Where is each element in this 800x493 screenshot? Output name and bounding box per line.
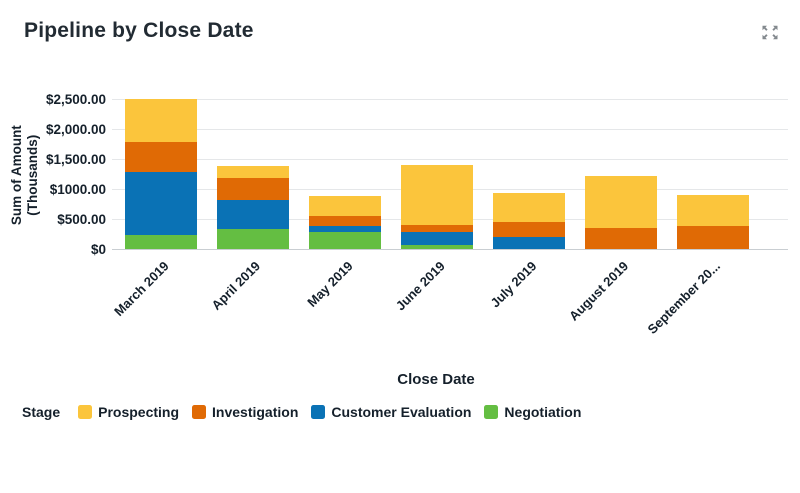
y-tick-label: $500.00 <box>57 212 106 227</box>
bar-segment-prospecting[interactable] <box>400 165 473 226</box>
legend-swatch-prospecting <box>78 405 93 419</box>
bar-segment-prospecting[interactable] <box>676 195 749 226</box>
page-title: Pipeline by Close Date <box>24 19 254 42</box>
bar-segment-customer-evaluation[interactable] <box>124 172 197 235</box>
legend-item-label: Prospecting <box>98 404 180 420</box>
bar-segment-customer-evaluation[interactable] <box>400 232 473 245</box>
bar-july-2019 <box>492 193 565 249</box>
legend-item-label: Negotiation <box>504 404 582 420</box>
bar-segment-prospecting[interactable] <box>308 196 381 217</box>
bar-march-2019 <box>124 99 197 249</box>
bar-segment-negotiation[interactable] <box>308 231 381 249</box>
x-tick-label: April 2019 <box>208 258 264 313</box>
bar-segment-customer-evaluation[interactable] <box>492 237 565 249</box>
bar-segment-negotiation[interactable] <box>400 244 473 249</box>
x-tick-label: March 2019 <box>110 258 172 320</box>
bar-september-20 <box>676 195 749 249</box>
legend-item-customer-evaluation[interactable]: Customer Evaluation <box>311 404 471 420</box>
legend-item-label: Investigation <box>212 404 299 420</box>
bar-segment-investigation[interactable] <box>676 225 749 249</box>
bar-segment-customer-evaluation[interactable] <box>308 225 381 232</box>
x-tick-label: August 2019 <box>566 258 632 324</box>
legend-item-negotiation[interactable]: Negotiation <box>484 404 581 420</box>
bar-april-2019 <box>216 166 289 249</box>
bar-segment-investigation[interactable] <box>584 227 657 249</box>
bar-segment-investigation[interactable] <box>308 216 381 226</box>
legend-swatch-investigation <box>192 405 207 419</box>
y-tick-label: $1,500.00 <box>45 152 106 167</box>
expand-button[interactable] <box>761 24 779 41</box>
gridline <box>112 159 788 160</box>
legend-title: Stage <box>22 404 61 420</box>
bar-segment-investigation[interactable] <box>124 142 197 173</box>
legend-items: Prospecting Investigation Customer Evaluat… <box>78 404 581 420</box>
x-axis-title: Close Date <box>397 371 475 388</box>
x-tick-label: May 2019 <box>303 258 356 310</box>
bar-segment-investigation[interactable] <box>492 221 565 238</box>
legend-item-label: Customer Evaluation <box>331 404 472 420</box>
legend-swatch-negotiation <box>484 405 499 419</box>
gridline <box>112 99 788 100</box>
bar-segment-investigation[interactable] <box>216 178 289 200</box>
bar-segment-negotiation[interactable] <box>216 229 289 249</box>
legend-swatch-customer-evaluation <box>311 405 326 419</box>
y-tick-label: $2,000.00 <box>45 122 106 137</box>
x-tick-label: September 20... <box>644 258 724 337</box>
x-axis-line <box>112 249 788 250</box>
gridline <box>112 129 788 130</box>
y-tick-label: $0 <box>90 242 106 257</box>
expand-icon <box>762 25 778 40</box>
plot-area <box>112 99 788 250</box>
bar-segment-customer-evaluation[interactable] <box>216 199 289 230</box>
x-axis-labels: March 2019 April 2019 May 2019 June 2019 Jul… <box>110 252 788 362</box>
bar-segment-prospecting[interactable] <box>584 176 657 228</box>
bar-segment-prospecting[interactable] <box>492 193 565 222</box>
bar-segment-prospecting[interactable] <box>216 166 289 179</box>
bar-segment-negotiation[interactable] <box>124 234 197 249</box>
bar-august-2019 <box>584 176 657 249</box>
bar-june-2019 <box>400 165 473 249</box>
bar-segment-investigation[interactable] <box>400 225 473 233</box>
x-tick-label: June 2019 <box>392 258 448 314</box>
legend-item-investigation[interactable]: Investigation <box>192 404 298 420</box>
legend-item-prospecting[interactable]: Prospecting <box>78 404 179 420</box>
y-tick-label: $1000.00 <box>49 182 106 197</box>
bar-segment-prospecting[interactable] <box>124 99 197 143</box>
x-tick-label: July 2019 <box>487 258 540 311</box>
bar-may-2019 <box>308 196 381 249</box>
y-axis-ticks: $2,500.00 $2,000.00 $1,500.00 $1000.00 $500.… <box>0 92 106 257</box>
legend: Stage Prospecting Investigation Customer E… <box>22 402 581 422</box>
y-tick-label: $2,500.00 <box>45 92 106 107</box>
